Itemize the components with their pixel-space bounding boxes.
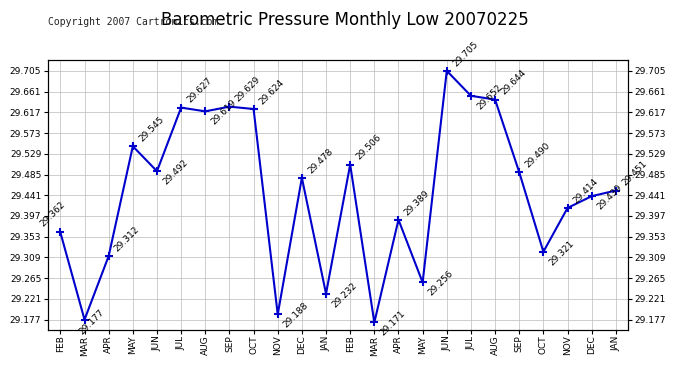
Text: 29.188: 29.188 — [282, 301, 310, 330]
Text: 29.545: 29.545 — [137, 115, 166, 144]
Text: 29.624: 29.624 — [258, 78, 286, 106]
Text: Copyright 2007 Cartronics.com: Copyright 2007 Cartronics.com — [48, 17, 219, 27]
Text: 29.414: 29.414 — [572, 177, 600, 205]
Text: Barometric Pressure Monthly Low 20070225: Barometric Pressure Monthly Low 20070225 — [161, 11, 529, 29]
Text: 29.627: 29.627 — [186, 76, 214, 105]
Text: 29.389: 29.389 — [403, 188, 431, 217]
Text: 29.644: 29.644 — [500, 68, 528, 97]
Text: 29.490: 29.490 — [524, 141, 552, 170]
Text: 29.232: 29.232 — [331, 280, 359, 309]
Text: 29.506: 29.506 — [355, 133, 383, 162]
Text: 29.177: 29.177 — [77, 308, 106, 336]
Text: 29.652: 29.652 — [475, 82, 504, 111]
Text: 29.619: 29.619 — [210, 98, 238, 127]
Text: 29.492: 29.492 — [161, 158, 190, 186]
Text: 29.439: 29.439 — [596, 183, 624, 211]
Text: 29.321: 29.321 — [548, 238, 576, 267]
Text: 29.705: 29.705 — [451, 39, 480, 68]
Text: 29.256: 29.256 — [427, 269, 455, 298]
Text: 29.629: 29.629 — [234, 75, 262, 104]
Text: 29.171: 29.171 — [379, 309, 407, 338]
Text: 29.478: 29.478 — [306, 147, 335, 175]
Text: 29.362: 29.362 — [38, 200, 67, 228]
Text: 29.312: 29.312 — [113, 225, 141, 253]
Text: 29.451: 29.451 — [620, 159, 649, 188]
